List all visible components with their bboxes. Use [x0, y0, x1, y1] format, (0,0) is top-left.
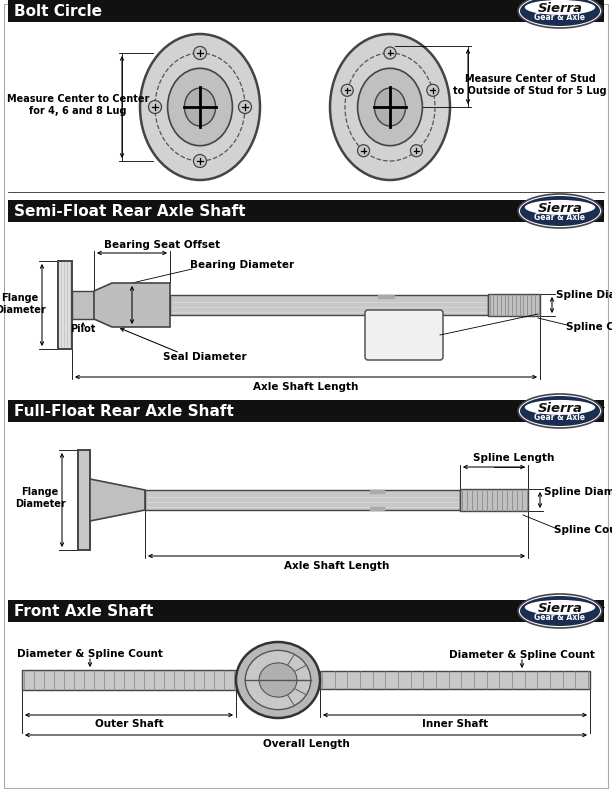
Text: Sierra: Sierra — [537, 2, 583, 14]
Text: Flange: Flange — [21, 487, 59, 497]
Ellipse shape — [525, 600, 595, 615]
Text: for 4, 6 and 8 Lug: for 4, 6 and 8 Lug — [29, 106, 127, 116]
Ellipse shape — [525, 200, 595, 215]
Ellipse shape — [236, 642, 320, 718]
Ellipse shape — [341, 84, 353, 97]
Ellipse shape — [427, 84, 439, 97]
Ellipse shape — [330, 34, 450, 180]
Text: Bearing Diameter: Bearing Diameter — [190, 260, 294, 270]
Ellipse shape — [520, 0, 600, 26]
Text: Sierra: Sierra — [537, 201, 583, 215]
FancyBboxPatch shape — [365, 310, 443, 360]
Ellipse shape — [193, 154, 206, 168]
Text: Diameter: Diameter — [0, 305, 45, 315]
Text: Diameter: Diameter — [15, 499, 65, 509]
Text: Gear & Axle: Gear & Axle — [534, 413, 586, 422]
Text: Diameter & Spline Count: Diameter & Spline Count — [17, 649, 163, 659]
Ellipse shape — [239, 101, 252, 113]
FancyBboxPatch shape — [488, 294, 540, 316]
Text: Spline Count: Spline Count — [567, 322, 612, 332]
Text: Axle Shaft Length: Axle Shaft Length — [253, 382, 359, 392]
Text: Bolt Circle: Bolt Circle — [14, 3, 102, 18]
Text: C-Clip: C-Clip — [387, 325, 421, 335]
Text: Gear & Axle: Gear & Axle — [534, 13, 586, 22]
FancyBboxPatch shape — [170, 295, 488, 315]
FancyBboxPatch shape — [145, 490, 460, 510]
FancyBboxPatch shape — [320, 671, 590, 689]
Text: Style: Style — [389, 338, 419, 348]
Text: Sierra: Sierra — [537, 601, 583, 615]
Text: Inner Shaft: Inner Shaft — [422, 719, 488, 729]
Ellipse shape — [149, 101, 162, 113]
Text: Overall Length: Overall Length — [263, 739, 349, 749]
Ellipse shape — [193, 47, 206, 59]
Text: Gear & Axle: Gear & Axle — [534, 613, 586, 622]
Text: Spline Diameter: Spline Diameter — [545, 487, 612, 497]
FancyBboxPatch shape — [8, 200, 604, 222]
FancyBboxPatch shape — [8, 600, 604, 622]
Text: Spline Count: Spline Count — [554, 525, 612, 535]
Ellipse shape — [525, 0, 595, 15]
Ellipse shape — [384, 47, 396, 59]
Ellipse shape — [357, 68, 422, 146]
Text: Pilot: Pilot — [70, 324, 95, 334]
Ellipse shape — [520, 396, 600, 426]
Ellipse shape — [357, 145, 370, 157]
Text: Diameter & Spline Count: Diameter & Spline Count — [449, 650, 595, 660]
FancyBboxPatch shape — [8, 0, 604, 22]
Text: Flange: Flange — [1, 293, 39, 303]
Ellipse shape — [259, 663, 297, 697]
Text: Gear & Axle: Gear & Axle — [534, 213, 586, 222]
Text: Spline Diameter: Spline Diameter — [556, 290, 612, 300]
Ellipse shape — [140, 34, 260, 180]
FancyBboxPatch shape — [22, 670, 236, 690]
Text: Seal Diameter: Seal Diameter — [163, 352, 247, 362]
Ellipse shape — [518, 0, 602, 28]
Ellipse shape — [518, 594, 602, 628]
Ellipse shape — [375, 88, 406, 126]
Text: Measure Center to Center: Measure Center to Center — [7, 94, 149, 104]
Polygon shape — [94, 283, 170, 327]
Ellipse shape — [518, 194, 602, 228]
FancyBboxPatch shape — [460, 489, 528, 511]
FancyBboxPatch shape — [58, 261, 72, 349]
Text: Outer Shaft: Outer Shaft — [95, 719, 163, 729]
Ellipse shape — [518, 394, 602, 428]
Text: Sierra: Sierra — [537, 402, 583, 414]
FancyBboxPatch shape — [78, 450, 90, 550]
Text: Axle Shaft Length: Axle Shaft Length — [284, 561, 389, 571]
Text: Front Axle Shaft: Front Axle Shaft — [14, 604, 154, 619]
Ellipse shape — [411, 145, 422, 157]
Text: Semi-Float Rear Axle Shaft: Semi-Float Rear Axle Shaft — [14, 204, 245, 219]
Text: to Outside of Stud for 5 Lug: to Outside of Stud for 5 Lug — [453, 86, 607, 96]
Text: Spline Length: Spline Length — [473, 453, 554, 463]
Ellipse shape — [520, 196, 600, 226]
Ellipse shape — [245, 650, 311, 710]
Text: Bearing Seat Offset: Bearing Seat Offset — [104, 240, 220, 250]
Ellipse shape — [168, 68, 233, 146]
FancyBboxPatch shape — [8, 400, 604, 422]
Text: Full-Float Rear Axle Shaft: Full-Float Rear Axle Shaft — [14, 403, 234, 418]
Text: Measure Center of Stud: Measure Center of Stud — [465, 74, 595, 84]
Ellipse shape — [184, 88, 215, 126]
Ellipse shape — [520, 596, 600, 626]
FancyBboxPatch shape — [72, 291, 94, 319]
Ellipse shape — [525, 400, 595, 415]
Polygon shape — [90, 479, 145, 521]
